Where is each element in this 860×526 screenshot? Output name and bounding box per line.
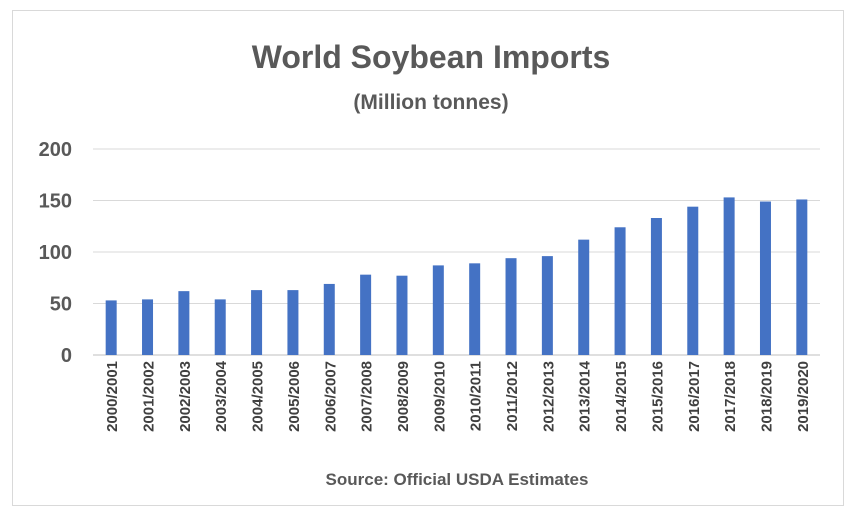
chart-source: Source: Official USDA Estimates [326,470,589,489]
x-tick-label: 2018/2019 [758,361,775,432]
bar-2019-2020 [796,199,808,355]
chart-subtitle: (Million tonnes) [353,91,508,114]
x-tick-label: 2004/2005 [250,361,267,432]
bar-2001-2002 [142,299,154,355]
bar-2006-2007 [323,283,335,355]
y-tick-label: 150 [39,191,72,213]
y-axis: 0 50 100 150 200 [39,139,72,367]
bar-2009-2010 [432,265,444,355]
x-tick-label: 2013/2014 [577,360,594,432]
bar-2016-2017 [687,206,699,355]
gridlines [93,148,820,356]
bar-2010-2011 [469,263,481,355]
bar-2005-2006 [287,290,299,355]
y-tick-label: 100 [39,242,72,264]
x-tick-label: 2009/2010 [431,361,448,432]
chart-title: World Soybean Imports [252,39,611,75]
bar-2011-2012 [505,258,517,355]
x-tick-label: 2005/2006 [286,361,303,432]
chart-frame [12,10,844,506]
x-tick-label: 2017/2018 [722,361,739,432]
x-tick-label: 2010/2011 [468,361,485,431]
x-tick-label: 2001/2002 [141,361,158,432]
y-tick-label: 0 [61,345,72,367]
bar-2012-2013 [541,256,553,355]
x-tick-label: 2000/2001 [104,361,121,432]
bar-2015-2016 [650,218,662,355]
bar-2002-2003 [178,291,190,355]
bar-2004-2005 [251,290,263,355]
bar-2008-2009 [396,275,408,355]
y-tick-label: 50 [50,294,72,316]
x-tick-label: 2019/2020 [795,361,812,432]
x-tick-label: 2008/2009 [395,361,412,432]
x-tick-label: 2012/2013 [540,361,557,432]
bar-2013-2014 [578,239,590,355]
x-tick-label: 2011/2012 [504,361,521,431]
bar-2014-2015 [614,227,626,355]
bar-2007-2008 [360,274,372,355]
bar-2000-2001 [105,300,117,355]
x-tick-label: 2016/2017 [686,361,703,432]
bar-2003-2004 [214,299,226,355]
x-tick-label: 2014/2015 [613,361,630,432]
x-tick-label: 2007/2008 [359,361,376,432]
x-tick-label: 2002/2003 [177,361,194,432]
x-tick-label: 2006/2007 [322,361,339,432]
y-tick-label: 200 [39,139,72,161]
bar-2017-2018 [723,197,735,355]
x-tick-label: 2003/2004 [213,360,230,432]
x-axis: 2000/2001 2001/2002 2002/2003 2003/2004 2004… [104,360,812,432]
bars [105,197,808,355]
bar-2018-2019 [759,201,771,355]
x-tick-label: 2015/2016 [649,361,666,432]
